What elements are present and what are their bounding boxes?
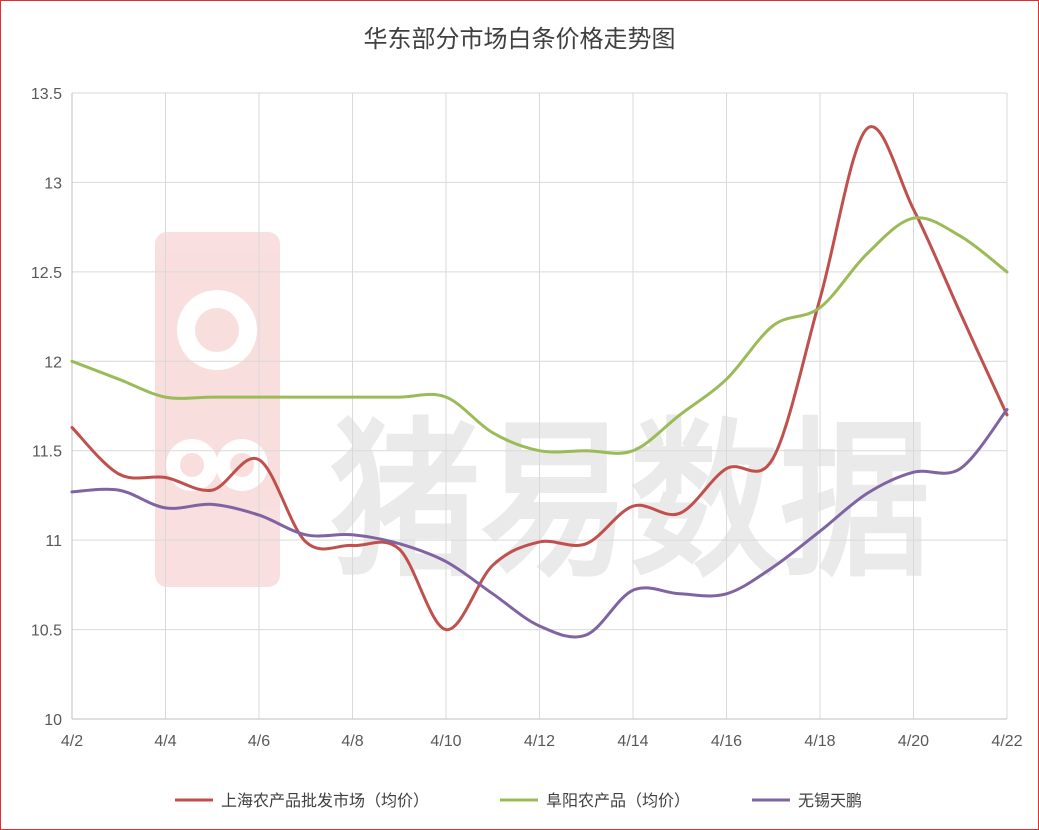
watermark: 猪易数据	[155, 232, 930, 601]
x-tick-label: 4/8	[341, 733, 363, 750]
x-tick-label: 4/10	[430, 733, 461, 750]
x-tick-label: 4/16	[711, 733, 742, 750]
series-lines	[70, 125, 1009, 639]
legend: 上海农产品批发市场（均价） 阜阳农产品（均价） 无锡天鹏	[175, 791, 862, 810]
y-tick-label: 12.5	[31, 265, 62, 282]
y-tick-label: 13	[44, 175, 62, 192]
y-tick-label: 12	[44, 354, 62, 371]
x-tick-label: 4/18	[804, 733, 835, 750]
y-tick-label: 13.5	[31, 86, 62, 103]
legend-label: 无锡天鹏	[798, 791, 862, 810]
y-tick-label: 11.5	[32, 444, 62, 461]
series-line-3	[70, 408, 1009, 639]
pig-logo-icon	[155, 232, 280, 587]
y-tick-label: 10.5	[31, 623, 62, 640]
x-tick-label: 4/12	[524, 733, 555, 750]
x-tick-label: 4/4	[154, 733, 176, 750]
series-line-1	[70, 125, 1009, 632]
chart-title: 华东部分市场白条价格走势图	[363, 25, 676, 53]
series-line-2	[70, 216, 1009, 455]
y-tick-label: 11	[45, 533, 62, 550]
watermark-text: 猪易数据	[330, 403, 930, 601]
x-tick-label: 4/2	[61, 733, 83, 750]
x-tick-label: 4/20	[898, 733, 929, 750]
x-tick-label: 4/22	[991, 733, 1022, 750]
axes: 10 10.5 11 11.5 12 12.5 13 13.5 4/2 4/4 4/6 4/8 4/10…	[31, 86, 1023, 750]
x-tick-label: 4/14	[617, 733, 648, 750]
y-tick-label: 10	[44, 712, 62, 729]
x-tick-label: 4/6	[248, 733, 270, 750]
legend-label: 阜阳农产品（均价）	[546, 791, 690, 810]
legend-label: 上海农产品批发市场（均价）	[221, 791, 429, 810]
